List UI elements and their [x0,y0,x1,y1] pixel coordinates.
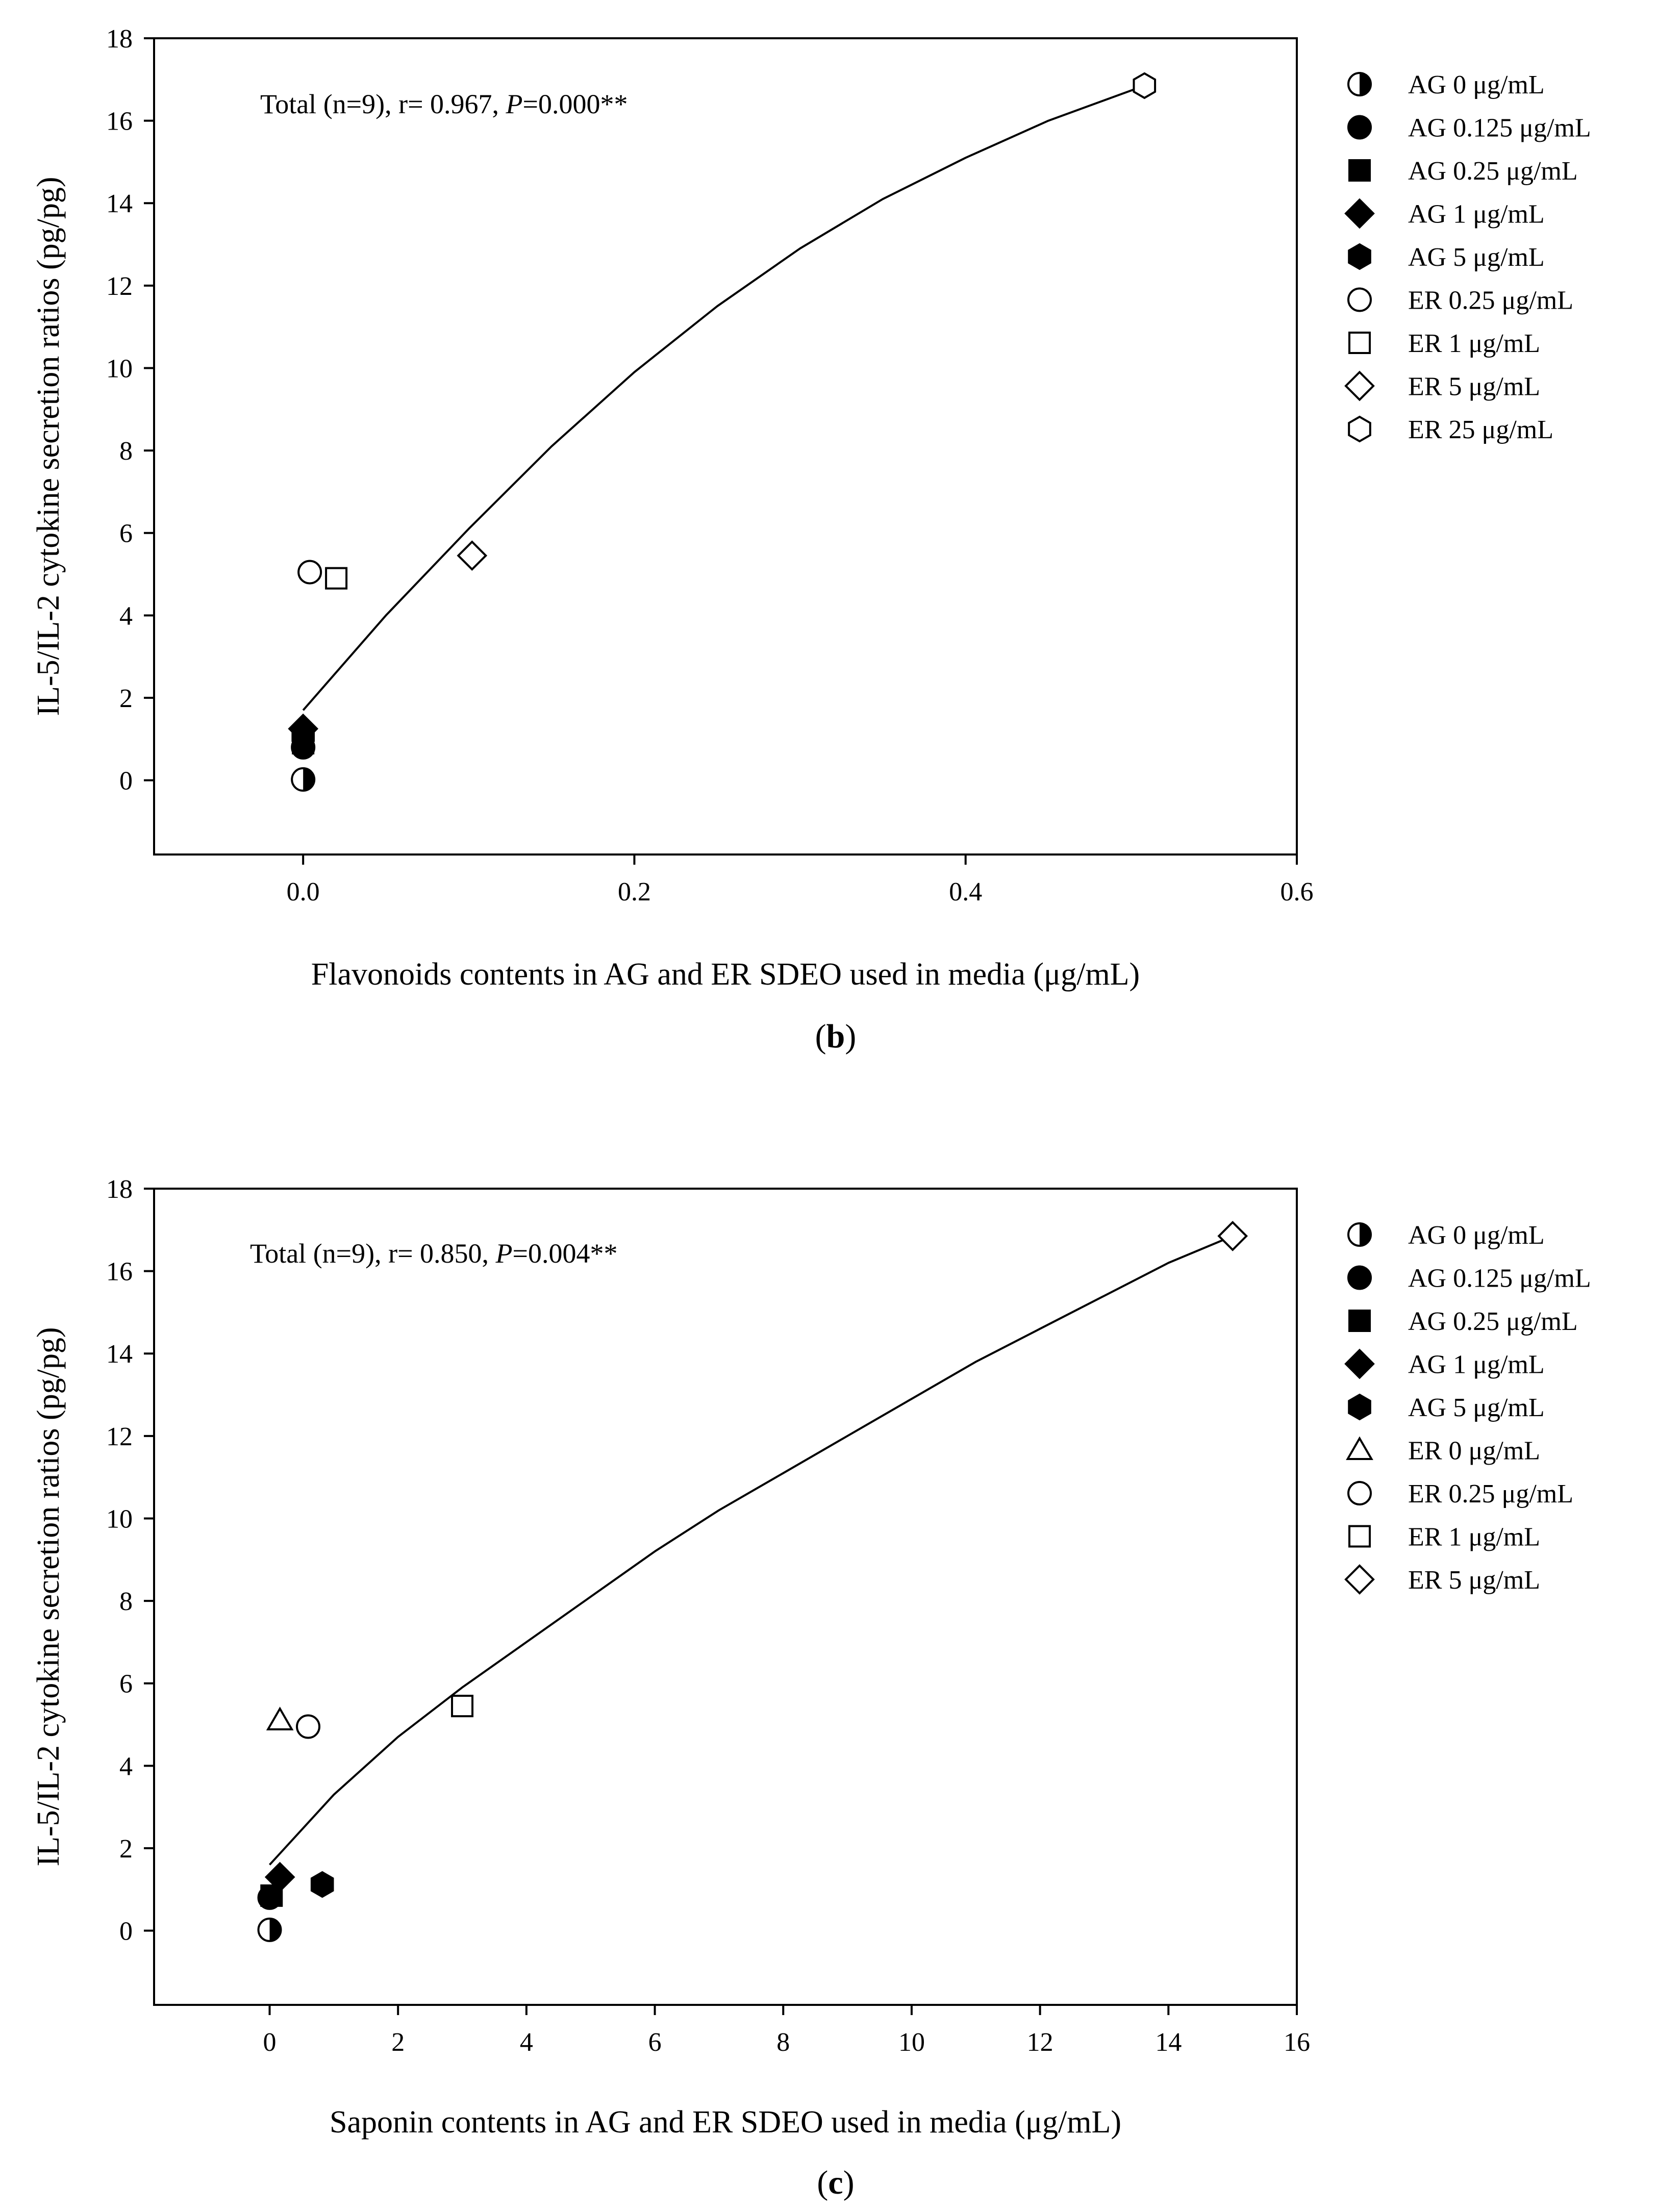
legend-label: ER 5 μg/mL [1408,372,1540,401]
data-point-marker [1133,72,1157,99]
data-point-marker [266,1706,294,1730]
y-tick-label: 2 [119,1834,133,1864]
data-point-marker [257,1917,282,1942]
legend-label: AG 5 μg/mL [1408,243,1545,272]
x-tick-label: 2 [391,2028,405,2057]
x-tick-label: 0 [263,2028,277,2057]
legend-label: ER 0 μg/mL [1408,1437,1540,1466]
legend-symbol [1347,115,1372,140]
legend-symbol [1344,198,1375,229]
x-tick-label: 14 [1155,2028,1182,2057]
legend-symbol [1344,1348,1375,1379]
legend-symbol [1348,243,1371,270]
legend-label: AG 5 μg/mL [1408,1393,1545,1422]
panel-caption: (c) [817,2164,854,2201]
data-point-marker [296,1714,321,1739]
x-tick-label: 0.6 [1281,877,1314,907]
x-tick-label: 12 [1027,2028,1053,2057]
fit-curve-line [302,85,1145,711]
plot-area-frame [153,1188,1298,2006]
data-point-marker [310,1871,334,1898]
y-tick-label: 4 [119,1752,133,1781]
x-tick-label: 16 [1284,2028,1310,2057]
legend-symbol [1347,72,1372,96]
x-tick-label: 8 [776,2028,790,2057]
legend-symbol [1348,1393,1371,1421]
y-tick-label: 8 [119,1587,133,1616]
data-point-marker [291,767,316,792]
data-point-marker [297,560,322,585]
legend-symbol [1346,1436,1373,1460]
data-point-marker [264,1862,295,1893]
y-tick-label: 0 [119,767,133,796]
y-tick-label: 12 [106,1422,133,1451]
x-tick-label: 0.4 [949,877,982,907]
legend-label: ER 5 μg/mL [1408,1566,1540,1595]
x-tick-label: 0.2 [618,877,651,907]
legend-symbol [1347,1481,1372,1505]
legend-symbol [1344,1564,1375,1595]
plot-area-frame [153,37,1298,856]
y-tick-label: 10 [106,354,133,383]
x-axis-title: Saponin contents in AG and ER SDEO used … [330,2105,1121,2140]
legend-label: AG 0.125 μg/mL [1408,114,1591,143]
y-tick-label: 12 [106,272,133,301]
x-axis-title: Flavonoids contents in AG and ER SDEO us… [311,957,1140,992]
y-axis-title: IL-5/IL-2 cytokine secretion ratios (pg/… [31,177,66,716]
stats-annotation: Total (n=9), r= 0.967, P=0.000** [260,89,628,119]
legend-symbol [1347,287,1372,312]
legend-label: AG 0 μg/mL [1408,1221,1545,1250]
legend-label: ER 0.25 μg/mL [1408,1479,1573,1509]
x-tick-label: 6 [648,2028,662,2057]
y-axis-title: IL-5/IL-2 cytokine secretion ratios (pg/… [31,1327,66,1866]
y-tick-label: 8 [119,437,133,466]
y-tick-label: 16 [106,107,133,136]
legend-label: ER 1 μg/mL [1408,1523,1540,1552]
legend-label: AG 0 μg/mL [1408,70,1545,99]
y-tick-label: 14 [106,189,133,218]
legend-label: AG 1 μg/mL [1408,200,1545,229]
y-tick-label: 18 [106,24,133,54]
y-tick-label: 10 [106,1504,133,1534]
y-tick-label: 6 [119,1670,133,1699]
legend-label: AG 0.25 μg/mL [1408,1307,1578,1336]
x-tick-label: 10 [898,2028,925,2057]
legend-symbol [1348,159,1371,182]
legend-label: AG 0.25 μg/mL [1408,157,1578,186]
panel-caption: (b) [815,1018,857,1055]
legend-label: ER 0.25 μg/mL [1408,286,1573,315]
data-point-marker [260,1884,283,1907]
panel-c-chart: 0 2 4 6 8 10 12 14 16 18 0 2 4 6 8 10 12 14 16 IL-5/IL-2 … [31,1175,1591,2201]
legend-symbol [1347,1222,1372,1247]
data-point-marker [457,540,488,571]
fit-curve-line [269,1235,1233,1866]
legend-symbol [1348,1310,1371,1332]
legend-symbol [1344,370,1375,401]
data-point-marker [325,567,348,590]
legend-label: AG 1 μg/mL [1408,1350,1545,1379]
data-point-marker [291,721,315,749]
legend-symbol [1348,1525,1371,1548]
y-tick-label: 18 [106,1175,133,1204]
data-point-marker [451,1695,474,1718]
legend-symbol [1347,1265,1372,1290]
y-tick-label: 4 [119,601,133,631]
y-tick-label: 14 [106,1340,133,1369]
legend-label: ER 25 μg/mL [1408,415,1553,444]
y-tick-label: 2 [119,684,133,713]
legend-label: ER 1 μg/mL [1408,329,1540,358]
y-tick-label: 0 [119,1917,133,1946]
legend-symbol [1348,332,1371,354]
x-tick-label: 0.0 [287,877,320,907]
x-tick-label: 4 [520,2028,533,2057]
panel-b-chart: 0 2 4 6 8 10 12 14 16 18 0.0 0.2 0.4 0.6 IL-5/IL-2 c… [31,24,1591,1055]
legend-symbol [1348,415,1371,443]
y-tick-label: 6 [119,519,133,548]
legend-label: AG 0.125 μg/mL [1408,1264,1591,1293]
stats-annotation: Total (n=9), r= 0.850, P=0.004** [250,1238,618,1269]
y-tick-label: 16 [106,1258,133,1287]
data-point-marker [1217,1221,1248,1251]
